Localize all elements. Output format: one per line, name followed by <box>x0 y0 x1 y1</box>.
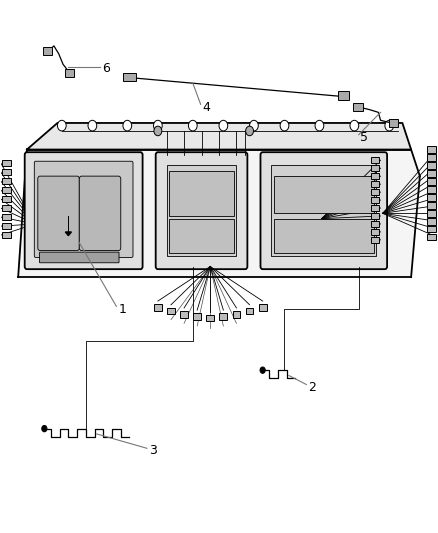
Bar <box>154 304 162 311</box>
Bar <box>180 311 188 318</box>
FancyBboxPatch shape <box>169 171 234 216</box>
Polygon shape <box>27 123 411 150</box>
Bar <box>2 160 11 166</box>
Bar <box>219 313 227 320</box>
FancyBboxPatch shape <box>34 161 133 257</box>
Bar <box>371 237 379 243</box>
FancyBboxPatch shape <box>261 152 387 269</box>
FancyBboxPatch shape <box>38 176 79 251</box>
Bar <box>124 73 136 82</box>
Bar <box>371 181 379 187</box>
Bar <box>246 308 254 314</box>
Circle shape <box>250 120 258 131</box>
Circle shape <box>280 120 289 131</box>
Bar <box>427 178 436 184</box>
Text: 1: 1 <box>119 303 127 316</box>
Polygon shape <box>65 232 71 236</box>
Circle shape <box>153 120 162 131</box>
Text: 3: 3 <box>149 445 157 457</box>
Bar <box>65 69 74 77</box>
Bar <box>206 315 214 321</box>
Circle shape <box>350 120 359 131</box>
Text: 2: 2 <box>308 381 316 394</box>
Bar <box>2 196 11 202</box>
Bar <box>2 223 11 229</box>
Bar <box>371 157 379 164</box>
FancyBboxPatch shape <box>155 152 247 269</box>
Circle shape <box>57 120 66 131</box>
Circle shape <box>219 120 228 131</box>
FancyBboxPatch shape <box>274 176 374 213</box>
Bar <box>233 311 240 318</box>
FancyBboxPatch shape <box>274 219 374 253</box>
Circle shape <box>260 367 265 373</box>
Bar <box>193 313 201 320</box>
FancyBboxPatch shape <box>79 176 121 251</box>
Bar <box>427 147 436 153</box>
Bar <box>42 47 52 55</box>
Circle shape <box>123 120 132 131</box>
Bar <box>2 214 11 220</box>
Bar <box>353 103 363 111</box>
Bar <box>427 202 436 208</box>
Bar <box>2 187 11 193</box>
Bar <box>371 197 379 203</box>
Bar <box>389 119 398 127</box>
Bar <box>338 91 349 100</box>
Circle shape <box>385 120 394 131</box>
Bar <box>427 186 436 192</box>
Circle shape <box>42 425 47 432</box>
Bar <box>371 221 379 227</box>
Bar <box>427 155 436 161</box>
Bar <box>427 234 436 240</box>
Bar <box>167 308 175 314</box>
Bar <box>371 165 379 171</box>
Bar <box>427 194 436 200</box>
Circle shape <box>246 126 254 136</box>
Text: 4: 4 <box>203 101 211 114</box>
Bar <box>371 189 379 195</box>
Circle shape <box>88 120 97 131</box>
FancyBboxPatch shape <box>272 165 376 256</box>
Bar <box>259 304 267 311</box>
FancyBboxPatch shape <box>39 252 119 263</box>
Bar <box>2 232 11 238</box>
Bar <box>2 168 11 175</box>
FancyBboxPatch shape <box>166 165 237 256</box>
Bar <box>2 177 11 184</box>
Bar <box>427 170 436 176</box>
Circle shape <box>315 120 324 131</box>
Circle shape <box>154 126 162 136</box>
FancyBboxPatch shape <box>169 219 234 253</box>
Circle shape <box>188 120 197 131</box>
Bar <box>427 210 436 216</box>
Bar <box>427 218 436 224</box>
Bar <box>371 173 379 179</box>
Bar <box>427 226 436 232</box>
Bar <box>371 205 379 211</box>
Bar <box>371 229 379 235</box>
FancyBboxPatch shape <box>25 152 143 269</box>
Polygon shape <box>18 150 420 277</box>
Bar <box>371 213 379 219</box>
Bar <box>2 205 11 211</box>
Text: 6: 6 <box>102 62 110 75</box>
Text: 5: 5 <box>360 131 367 144</box>
Bar <box>427 163 436 168</box>
